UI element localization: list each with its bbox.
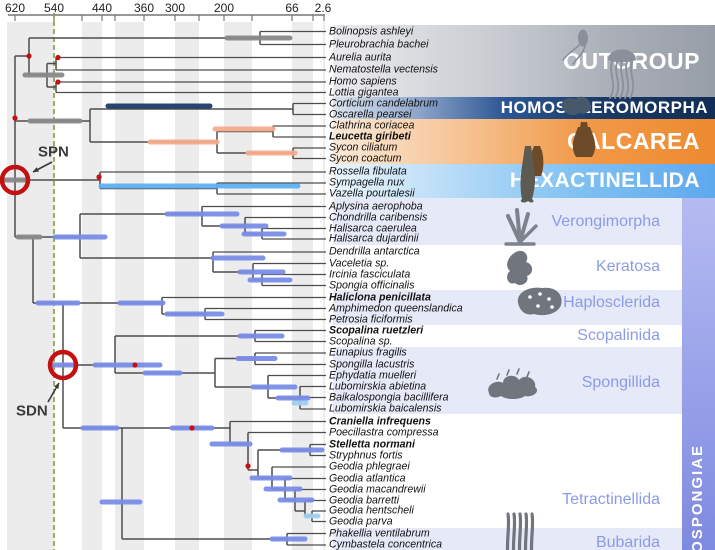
clade-band-label-homoscleromorpha: HOMOSCLEROMORPHA [500, 98, 708, 117]
time-stripe [115, 22, 144, 550]
jellyfish-icon [608, 49, 636, 99]
node-red-dot [132, 362, 138, 368]
node-red-dot [245, 463, 251, 469]
order-band-scopalinida [333, 325, 682, 347]
spongillid-sponge-icon [488, 368, 538, 399]
hexactinellid-sponge-icon [520, 146, 536, 203]
node-red-dot [12, 115, 18, 121]
order-band-haplosclerida [333, 290, 682, 325]
order-band-verongimorpha [333, 198, 682, 245]
order-band-keratosa [333, 245, 682, 290]
verongimorph-sponge-icon [504, 208, 538, 246]
sdn-label-arrowhead [54, 383, 59, 389]
order-band-tetractinellida [333, 414, 682, 528]
node-red-dot [189, 425, 195, 431]
node-red-dot [96, 174, 102, 180]
time-stripe [175, 22, 199, 550]
node-red-dot [55, 54, 61, 61]
haplosclerid-sponge-icon [517, 287, 562, 316]
bubarid-sponge-icon [505, 512, 535, 550]
node-red-dot [55, 79, 61, 85]
clade-band-homoscleromorpha: HOMOSCLEROMORPHA [333, 97, 715, 119]
spn-label-arrowhead [33, 167, 39, 172]
highlight-circle-spn [0, 164, 31, 196]
node-red-dot [26, 53, 32, 59]
homoscleromorph-sponge-icon [561, 96, 592, 116]
highlight-circle-sdn [47, 349, 79, 381]
ctenophore-icon [562, 29, 588, 65]
keratose-sponge-icon [507, 250, 533, 286]
tree-branches [14, 30, 326, 546]
calcareous-sponges-icon [530, 122, 596, 176]
clade-band-label-hexactinellida: HEXACTINELLIDA [509, 169, 700, 192]
demospongiae-bar: DEMOSPONGIAE [682, 198, 715, 550]
time-stripe [82, 22, 102, 550]
